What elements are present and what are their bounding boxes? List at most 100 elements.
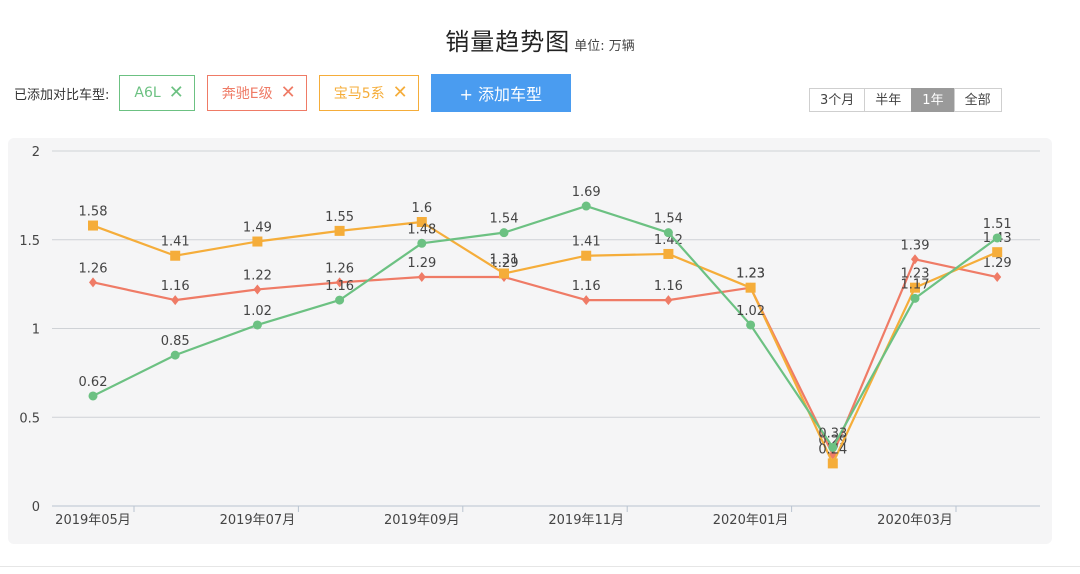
data-label: 1.42: [654, 233, 683, 248]
x-tick-label: 2020年03月: [877, 513, 953, 528]
x-tick-label: 2019年09月: [384, 513, 460, 528]
y-tick-label: 1.5: [19, 234, 40, 249]
data-point: [416, 217, 427, 227]
data-point: [745, 282, 756, 293]
model-chip-label: 宝马5系: [333, 86, 385, 102]
data-label: 1.31: [490, 252, 519, 267]
series-line: [92, 258, 998, 456]
data-label: 0.62: [79, 375, 108, 390]
data-label: 1.55: [325, 210, 354, 225]
x-tick-label: 2019年07月: [220, 513, 296, 528]
added-models-label: 已添加对比车型:: [14, 87, 110, 103]
data-point: [663, 248, 674, 259]
model-chip-label: A6L: [134, 85, 161, 101]
data-point: [992, 247, 1003, 258]
data-point: [252, 320, 262, 330]
data-point: [170, 350, 180, 360]
data-label: 1.51: [983, 217, 1012, 232]
chart-title-row: 销量趋势图 单位: 万辆: [0, 22, 1080, 57]
data-label: 1.23: [901, 267, 930, 282]
time-range-selector: 3个月 半年 1年 全部: [809, 88, 1002, 112]
data-point: [499, 268, 509, 279]
data-point: [417, 272, 426, 283]
data-point: [911, 254, 919, 265]
series-line: [92, 204, 998, 449]
data-point: [910, 293, 920, 303]
data-label: 1.6: [411, 201, 432, 216]
data-label: 1.16: [654, 279, 683, 294]
data-point: [89, 277, 97, 288]
data-point: [581, 250, 592, 261]
range-option-3-months[interactable]: 3个月: [809, 88, 866, 112]
y-tick-label: 0: [32, 500, 40, 515]
data-point: [171, 295, 180, 306]
add-model-button[interactable]: + 添加车型: [430, 74, 571, 112]
data-point: [582, 295, 591, 306]
data-label: 1.16: [572, 279, 601, 294]
data-label: 1.17: [901, 277, 930, 292]
data-label: 1.58: [79, 205, 108, 220]
data-point: [664, 295, 673, 306]
unit-label: 单位: 万辆: [574, 39, 635, 54]
data-point: [335, 295, 345, 305]
data-label: 0.33: [818, 426, 847, 441]
model-chip-bmw-5[interactable]: 宝马5系 ✕: [318, 75, 419, 111]
data-point: [910, 282, 920, 293]
data-label: 0.85: [161, 334, 190, 349]
data-label: 1.29: [983, 256, 1012, 271]
remove-icon[interactable]: ✕: [168, 82, 184, 103]
chart-title: 销量趋势图: [445, 28, 571, 56]
data-label: 1.54: [654, 212, 683, 227]
data-point: [827, 458, 838, 469]
data-label: 1.69: [572, 185, 601, 200]
data-label: 1.54: [490, 212, 519, 227]
data-point: [253, 284, 262, 295]
data-label: 1.48: [407, 222, 436, 237]
data-point: [663, 228, 673, 238]
y-tick-label: 1: [32, 323, 40, 338]
data-label: 1.49: [243, 221, 272, 236]
data-label: 1.16: [161, 279, 190, 294]
x-tick-label: 2019年11月: [548, 513, 624, 528]
data-point: [335, 277, 344, 288]
data-point: [499, 228, 509, 238]
data-label: 1.26: [79, 261, 108, 276]
data-label: 1.26: [325, 261, 354, 276]
data-label: 1.23: [736, 267, 765, 282]
series-line: [92, 220, 998, 465]
data-point: [170, 250, 181, 261]
range-option-all[interactable]: 全部: [953, 88, 1002, 112]
data-point: [417, 238, 427, 248]
model-chip-a6l[interactable]: A6L ✕: [119, 75, 195, 111]
chart-panel: [8, 138, 1052, 544]
data-point: [828, 442, 838, 452]
data-point: [746, 320, 756, 330]
remove-icon[interactable]: ✕: [392, 82, 408, 103]
data-point: [334, 225, 345, 236]
data-point: [581, 201, 591, 211]
data-label: 1.29: [407, 256, 436, 271]
x-tick-label: 2019年05月: [55, 513, 131, 528]
data-point: [88, 220, 98, 231]
data-label: 1.41: [161, 235, 190, 250]
data-point: [252, 236, 263, 247]
data-point: [992, 233, 1002, 243]
x-tick-label: 2020年01月: [713, 513, 789, 528]
model-chip-label: 奔驰E级: [221, 86, 273, 102]
y-tick-label: 2: [32, 145, 40, 160]
data-label: 1.23: [736, 267, 765, 282]
divider: [0, 566, 1080, 567]
data-label: 1.02: [736, 304, 765, 319]
data-label: 1.29: [490, 256, 519, 271]
data-label: 1.02: [243, 304, 272, 319]
data-label: 1.22: [243, 268, 272, 283]
range-option-half-year[interactable]: 半年: [864, 88, 913, 112]
data-label: 1.41: [572, 235, 601, 250]
remove-icon[interactable]: ✕: [280, 82, 296, 103]
model-chip-benz-e[interactable]: 奔驰E级 ✕: [206, 75, 307, 111]
data-point: [88, 391, 98, 401]
data-label: 1.16: [325, 279, 354, 294]
data-label: 1.39: [901, 238, 930, 253]
y-tick-label: 0.5: [19, 411, 40, 426]
